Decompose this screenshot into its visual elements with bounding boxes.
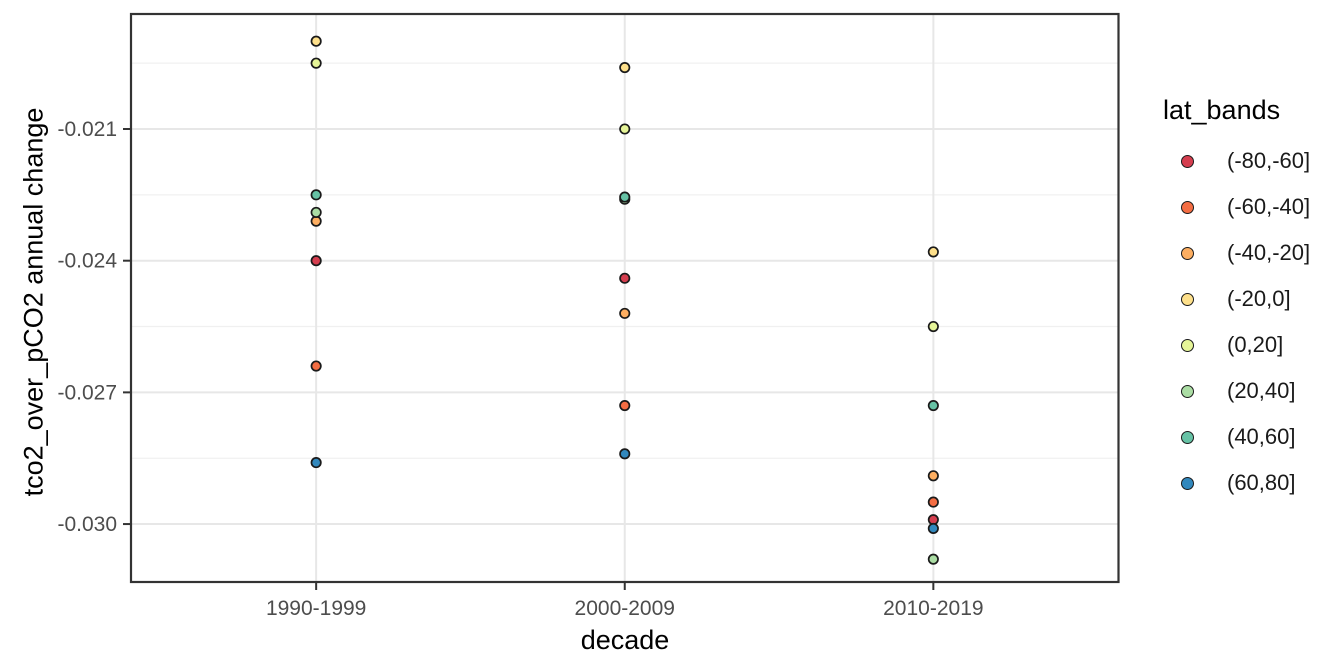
legend-label: (0,20] bbox=[1227, 332, 1284, 357]
data-point bbox=[927, 320, 939, 333]
data-point bbox=[310, 457, 322, 469]
legend-key-dot bbox=[1181, 246, 1194, 260]
svg-text:1990-1999: 1990-1999 bbox=[266, 597, 366, 620]
legend-key-dot bbox=[1181, 154, 1194, 168]
data-point bbox=[927, 553, 939, 565]
legend-label: (40,60] bbox=[1227, 424, 1296, 449]
data-point bbox=[619, 272, 631, 284]
legend-item: (-60,-40] bbox=[1163, 184, 1310, 230]
data-point bbox=[619, 307, 631, 319]
svg-text:2010-2019: 2010-2019 bbox=[883, 597, 983, 620]
legend-label: (20,40] bbox=[1227, 378, 1296, 403]
legend-item: (-20,0] bbox=[1163, 276, 1310, 322]
svg-text:-0.027: -0.027 bbox=[57, 381, 117, 404]
svg-text:2000-2009: 2000-2009 bbox=[575, 597, 675, 620]
legend-item: (-80,-60] bbox=[1163, 138, 1310, 184]
legend-label: (-20,0] bbox=[1227, 286, 1291, 311]
y-axis-title: tco2_over_pCO2 annual change bbox=[18, 107, 49, 497]
data-point bbox=[310, 35, 322, 47]
data-point bbox=[927, 522, 939, 534]
data-point bbox=[310, 255, 322, 267]
data-point bbox=[619, 191, 631, 203]
svg-text:-0.021: -0.021 bbox=[57, 118, 117, 141]
legend-item: (-40,-20] bbox=[1163, 230, 1310, 276]
legend-item: (40,60] bbox=[1163, 414, 1310, 460]
data-point bbox=[927, 470, 939, 482]
legend-label: (-40,-20] bbox=[1227, 240, 1311, 265]
legend-label: (-60,-40] bbox=[1227, 194, 1311, 219]
legend-key-dot bbox=[1181, 292, 1194, 306]
y-axis-tick-labels: -0.021 -0.024 -0.027 -0.030 bbox=[57, 118, 117, 536]
legend-item: (60,80] bbox=[1163, 460, 1310, 506]
legend-key-dot bbox=[1181, 430, 1194, 444]
grid-major-lines bbox=[131, 14, 1119, 582]
data-point bbox=[310, 189, 322, 201]
legend-items: (-80,-60] (-60,-40] (-40,-20] (-20,0] (0… bbox=[1163, 138, 1310, 506]
data-point bbox=[310, 206, 322, 218]
data-point bbox=[619, 123, 631, 135]
svg-text:-0.030: -0.030 bbox=[57, 513, 117, 536]
x-axis-tick-labels: 1990-1999 2000-2009 2010-2019 bbox=[266, 597, 984, 620]
axis-tick-marks bbox=[123, 128, 935, 590]
legend-item: (20,40] bbox=[1163, 368, 1310, 414]
data-point bbox=[619, 399, 631, 412]
svg-text:-0.024: -0.024 bbox=[57, 250, 117, 273]
legend-key-dot bbox=[1181, 338, 1194, 352]
legend-title: lat_bands bbox=[1163, 95, 1281, 125]
data-point bbox=[927, 496, 939, 508]
legend-label: (60,80] bbox=[1227, 470, 1296, 495]
x-axis-title: decade bbox=[580, 625, 670, 655]
data-points bbox=[310, 35, 939, 565]
data-point bbox=[310, 360, 322, 372]
data-point bbox=[927, 246, 939, 258]
legend-key-dot bbox=[1181, 476, 1194, 490]
legend: lat_bands (-80,-60] (-60,-40] (-40,-20] … bbox=[1163, 94, 1310, 506]
data-point bbox=[310, 57, 322, 69]
legend-key-dot bbox=[1181, 200, 1194, 214]
legend-item: (0,20] bbox=[1163, 322, 1310, 368]
data-point bbox=[619, 62, 631, 74]
legend-label: (-80,-60] bbox=[1227, 148, 1311, 173]
legend-key-dot bbox=[1181, 384, 1194, 398]
data-point bbox=[927, 399, 939, 412]
data-point bbox=[619, 448, 631, 460]
